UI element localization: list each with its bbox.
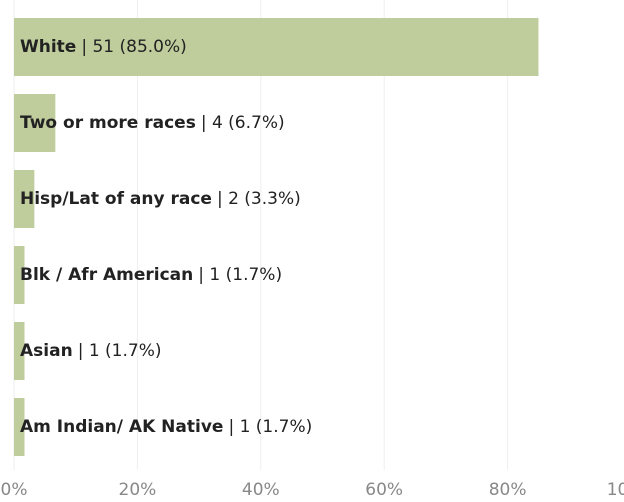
x-tick-label: 80%	[489, 480, 527, 500]
value-label: | 1 (1.7%)	[228, 417, 312, 437]
x-tick-label: 60%	[365, 480, 403, 500]
bar	[14, 246, 25, 304]
bar-label: Am Indian/ AK Native | 1 (1.7%)	[20, 417, 312, 437]
bar-label: Two or more races | 4 (6.7%)	[20, 113, 285, 133]
bar	[14, 170, 35, 228]
x-tick-label: 100%	[607, 480, 624, 500]
bar-label: Asian | 1 (1.7%)	[20, 341, 162, 361]
category-label: Asian	[20, 341, 73, 361]
bar	[14, 18, 539, 76]
bar-label: White | 51 (85.0%)	[20, 37, 187, 57]
bar-label: Blk / Afr American | 1 (1.7%)	[20, 265, 282, 285]
x-tick-label: 0%	[1, 480, 28, 500]
category-label: White	[20, 37, 76, 57]
value-label: | 4 (6.7%)	[201, 113, 285, 133]
category-label: Am Indian/ AK Native	[20, 417, 223, 437]
category-label: Two or more races	[20, 113, 196, 133]
bar-label: Hisp/Lat of any race | 2 (3.3%)	[20, 189, 301, 209]
bar	[14, 322, 25, 380]
category-label: Hisp/Lat of any race	[20, 189, 212, 209]
bar	[14, 398, 25, 456]
value-label: | 1 (1.7%)	[198, 265, 282, 285]
value-label: | 51 (85.0%)	[81, 37, 186, 57]
x-tick-label: 40%	[242, 480, 280, 500]
category-label: Blk / Afr American	[20, 265, 193, 285]
value-label: | 2 (3.3%)	[217, 189, 301, 209]
x-tick-label: 20%	[119, 480, 157, 500]
value-label: | 1 (1.7%)	[78, 341, 162, 361]
bar	[14, 94, 56, 152]
